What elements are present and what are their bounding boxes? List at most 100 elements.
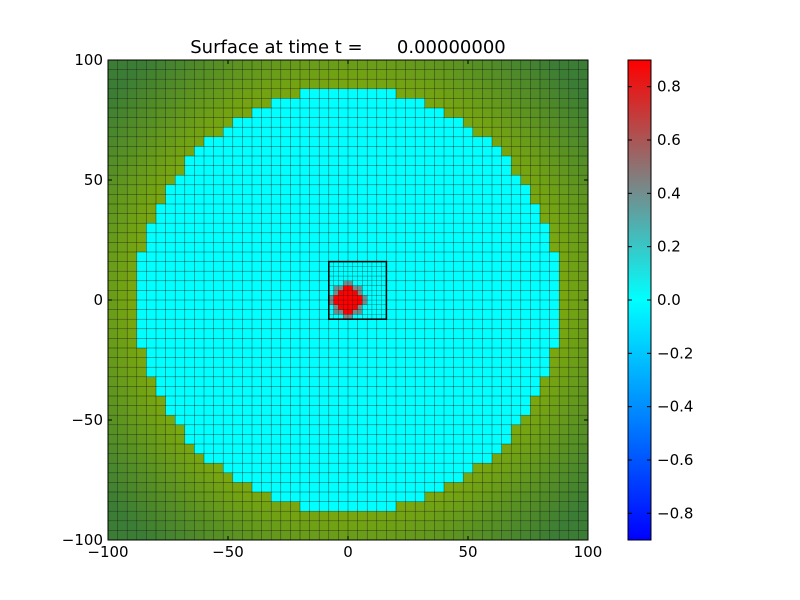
land-cell <box>117 242 128 252</box>
water-cell <box>415 146 425 156</box>
water-cell <box>309 376 320 387</box>
land-cell <box>146 453 156 464</box>
land-cell <box>156 434 166 444</box>
water-cell <box>482 213 492 224</box>
water-cell <box>386 472 396 483</box>
water-cell <box>511 204 521 214</box>
water-cell <box>530 376 540 387</box>
water-cell <box>424 348 435 358</box>
land-cell <box>405 79 416 89</box>
water-cell <box>252 309 262 320</box>
land-cell <box>252 88 262 99</box>
water-cell <box>232 386 243 396</box>
water-cell <box>271 175 281 185</box>
land-cell <box>559 482 569 492</box>
water-cell <box>271 415 281 425</box>
land-cell <box>511 165 521 176</box>
water-cell <box>424 444 435 454</box>
water-cell <box>482 386 492 396</box>
land-cell <box>530 530 540 540</box>
hump-cell <box>338 309 344 315</box>
water-cell <box>348 88 358 99</box>
water-cell <box>492 252 502 262</box>
water-cell <box>348 328 358 339</box>
water-cell <box>415 463 425 473</box>
land-cell <box>136 482 147 492</box>
water-cell <box>444 175 454 185</box>
land-cell <box>261 79 272 89</box>
water-cell <box>405 434 416 444</box>
water-cell <box>232 261 243 272</box>
water-cell <box>146 261 156 272</box>
land-cell <box>127 357 137 368</box>
land-cell <box>530 175 540 185</box>
land-cell <box>136 501 147 512</box>
land-cell <box>530 184 540 195</box>
water-cell <box>232 213 243 224</box>
land-cell <box>223 492 233 502</box>
water-cell <box>386 194 396 204</box>
water-cell <box>367 156 377 166</box>
land-cell <box>213 79 224 89</box>
x-tick-label: −100 <box>87 543 128 561</box>
water-cell <box>520 194 531 204</box>
water-cell <box>290 136 300 147</box>
hump-cell <box>362 299 368 305</box>
land-cell <box>117 530 128 540</box>
water-cell <box>136 261 147 272</box>
land-cell <box>559 165 569 176</box>
water-cell <box>530 367 540 377</box>
water-cell <box>424 261 435 272</box>
water-cell <box>165 367 176 377</box>
water-cell <box>338 501 348 512</box>
water-cell <box>424 328 435 339</box>
patch-cell <box>362 280 368 286</box>
land-cell <box>482 482 492 492</box>
water-cell <box>309 405 320 416</box>
water-cell <box>175 184 185 195</box>
water-cell <box>213 242 224 252</box>
water-cell <box>232 184 243 195</box>
water-cell <box>348 415 358 425</box>
water-cell <box>453 136 464 147</box>
land-cell <box>511 453 521 464</box>
land-cell <box>530 396 540 406</box>
land-cell <box>463 60 473 70</box>
water-cell <box>405 223 416 233</box>
water-cell <box>511 319 521 329</box>
water-cell <box>252 280 262 291</box>
land-cell <box>540 453 550 464</box>
water-cell <box>520 405 531 416</box>
water-cell <box>501 348 512 358</box>
water-cell <box>405 127 416 137</box>
water-cell <box>367 386 377 396</box>
water-cell <box>252 338 262 348</box>
hump-cell <box>347 290 353 296</box>
water-cell <box>328 348 339 358</box>
land-cell <box>156 396 166 406</box>
water-cell <box>357 463 368 473</box>
land-cell <box>520 146 531 156</box>
land-cell <box>568 60 579 70</box>
land-cell <box>396 88 406 99</box>
water-cell <box>472 194 483 204</box>
water-cell <box>184 300 195 310</box>
water-cell <box>424 184 435 195</box>
land-cell <box>530 69 540 80</box>
land-cell <box>108 376 118 387</box>
land-cell <box>156 108 166 118</box>
land-cell <box>559 184 569 195</box>
water-cell <box>328 117 339 128</box>
water-cell <box>434 300 444 310</box>
water-cell <box>511 261 521 272</box>
water-cell <box>463 300 473 310</box>
land-cell <box>194 127 204 137</box>
water-cell <box>338 194 348 204</box>
patch-cell <box>357 266 363 272</box>
water-cell <box>415 252 425 262</box>
water-cell <box>482 146 492 156</box>
water-cell <box>520 386 531 396</box>
water-cell <box>290 300 300 310</box>
water-cell <box>136 252 147 262</box>
water-cell <box>424 108 435 118</box>
